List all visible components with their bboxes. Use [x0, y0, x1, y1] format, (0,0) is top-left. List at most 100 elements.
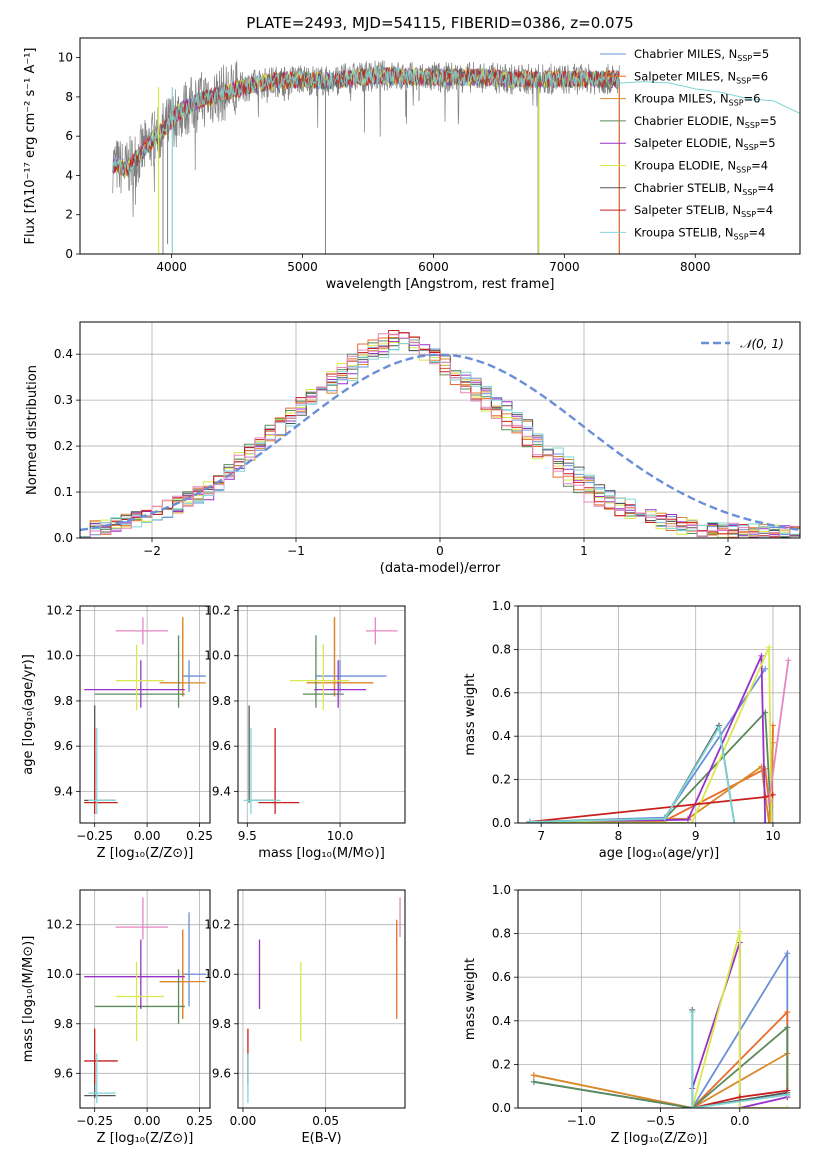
weight-marker-kroupa_elodie — [736, 1105, 743, 1108]
weight-marker-chabrier_elodie — [784, 1024, 791, 1031]
x-axis-label: mass [log₁₀(M/M⊙)] — [258, 846, 385, 861]
y-tick-label: 0.8 — [492, 927, 511, 941]
y-tick-label: 0.2 — [492, 773, 511, 787]
weight-marker-kroupa_stelib — [689, 1009, 696, 1016]
y-tick-label: 10.0 — [204, 649, 231, 663]
model-spectrum-extension — [619, 81, 800, 114]
x-tick-label: 2 — [724, 544, 732, 558]
weight-marker-chabrier_elodie — [530, 1078, 537, 1085]
y-tick-label: 10.2 — [204, 918, 231, 932]
x-tick-label: −0.25 — [76, 829, 113, 843]
x-tick-label: 10.0 — [327, 829, 354, 843]
plot-area — [112, 60, 800, 254]
panel-age_vs_Z: −0.25 0.00 0.25 9.4 9.6 9.8 10.0 10.2 Z [log₁₀(Z… — [21, 604, 213, 861]
plot-area — [247, 897, 401, 1104]
weight-marker-salpeter_elodie — [684, 816, 691, 823]
x-tick-label: 7 — [537, 829, 545, 843]
plot-area — [526, 644, 792, 823]
x-axis-label: Z [log₁₀(Z/Z⊙)] — [97, 1131, 194, 1146]
weight-marker-kroupa_elodie — [768, 820, 775, 823]
y-tick-label: 0.0 — [54, 531, 73, 545]
y-tick-label: 9.6 — [54, 1066, 73, 1080]
weight-line-chabrier_elodie — [529, 710, 773, 823]
x-tick-label: 0.0 — [730, 1114, 749, 1128]
y-tick-label: 0.0 — [492, 816, 511, 830]
y-tick-label: 8 — [65, 90, 73, 104]
x-tick-label: −1 — [287, 544, 305, 558]
y-tick-label: 9.6 — [54, 739, 73, 753]
y-tick-label: 1.0 — [492, 883, 511, 897]
y-tick-label: 0.4 — [492, 1014, 511, 1028]
x-tick-label: 6000 — [418, 260, 449, 274]
legend-entry: Chabrier ELODIE, NSSP=5 — [634, 114, 777, 130]
x-tick-label: 7000 — [549, 260, 580, 274]
y-tick-label: 1.0 — [492, 599, 511, 613]
x-tick-label: 8000 — [680, 260, 711, 274]
y-axis-label: Normed distribution — [25, 365, 40, 495]
y-tick-label: 9.8 — [54, 1017, 73, 1031]
y-axis-label: mass weight — [463, 958, 478, 1040]
x-tick-label: −0.5 — [646, 1114, 675, 1128]
weight-marker-kroupa_stelib — [731, 820, 738, 823]
plot-area — [530, 928, 791, 1108]
y-tick-label: 0.1 — [54, 485, 73, 499]
legend-entry: Kroupa STELIB, NSSP=4 — [634, 225, 765, 241]
x-tick-label: 0.00 — [230, 1114, 257, 1128]
panel-residuals: −2 −1 0 1 2 0.0 0.1 0.2 0.3 0.4 (data-model)/error… — [25, 321, 801, 576]
y-tick-label: 0.2 — [54, 439, 73, 453]
y-tick-label: 0 — [65, 247, 73, 261]
y-tick-label: 10 — [58, 51, 73, 65]
panel-mass_vs_Z: −0.25 0.00 0.25 9.6 9.8 10.0 10.2 Z [log₁₀(Z/Z⊙… — [21, 889, 213, 1146]
weight-marker-salpeter_elodie — [762, 820, 769, 823]
y-tick-label: 0.6 — [492, 970, 511, 984]
y-tick-label: 10.0 — [46, 649, 73, 663]
weight-line-kroupa_stelib — [529, 724, 736, 823]
legend-entry: Chabrier MILES, NSSP=5 — [634, 47, 769, 63]
y-tick-label: 10.0 — [204, 967, 231, 981]
x-axis-label: E(B-V) — [301, 1131, 341, 1146]
panel-weight_vs_age: 7 8 9 10 0.0 0.2 0.4 0.6 0.8 1.0 age [log₁₀(age/yr… — [463, 599, 801, 861]
y-tick-label: 10.2 — [204, 604, 231, 618]
x-axis-label: Z [log₁₀(Z/Z⊙)] — [611, 1131, 708, 1146]
plot-area — [84, 617, 206, 814]
weight-marker-kroupa_stelib — [689, 1105, 696, 1108]
weight-marker-kroupa_miles — [530, 1072, 537, 1079]
y-tick-label: 0.4 — [492, 729, 511, 743]
x-axis-label: Z [log₁₀(Z/Z⊙)] — [97, 846, 194, 861]
y-tick-label: 10.2 — [46, 604, 73, 618]
y-tick-label: 9.4 — [54, 784, 73, 798]
weight-marker-kroupa_stelib — [661, 815, 668, 822]
x-tick-label: −2 — [143, 544, 161, 558]
x-axis-label: wavelength [Angstrom, rest frame] — [326, 277, 555, 292]
weight-marker-salpeter_elodie — [758, 652, 765, 659]
weight-marker-kroupa_elodie — [784, 1105, 791, 1108]
y-tick-label: 0.4 — [54, 347, 73, 361]
y-axis-label: mass [log₁₀(M/M⊙)] — [21, 936, 36, 1063]
panel-age_vs_mass: 9.5 10.0 9.4 9.6 9.8 10.0 10.2 mass [log₁₀(M/M⊙… — [204, 604, 406, 861]
weight-marker-kroupa_stelib — [784, 1091, 791, 1098]
figure-title: PLATE=2493, MJD=54115, FIBERID=0386, z=0… — [246, 14, 633, 32]
axes-frame — [237, 605, 406, 824]
weight-line-pink — [768, 660, 790, 802]
x-tick-label: 0.25 — [186, 1114, 213, 1128]
y-tick-label: 9.6 — [212, 1066, 231, 1080]
plot-area — [243, 617, 398, 814]
y-tick-label: 9.8 — [212, 694, 231, 708]
weight-marker-salpeter_stelib — [762, 793, 769, 800]
model-spectrum-kroupa_stelib — [112, 66, 620, 176]
x-tick-label: 0 — [436, 544, 444, 558]
plot-area — [84, 897, 206, 1104]
y-tick-label: 0.2 — [492, 1057, 511, 1071]
x-tick-label: 0.00 — [134, 829, 161, 843]
weight-marker-pink — [766, 798, 773, 805]
y-axis-label: mass weight — [463, 673, 478, 755]
x-tick-label: 5000 — [287, 260, 318, 274]
y-axis-label: age [log₁₀(age/yr)] — [21, 654, 36, 775]
axes-frame — [79, 37, 801, 255]
x-tick-label: 1 — [580, 544, 588, 558]
weight-marker-kroupa_stelib — [715, 724, 722, 731]
weight-marker-chabrier_miles — [762, 665, 769, 672]
x-tick-label: 9.5 — [238, 829, 257, 843]
legend-entry: Kroupa ELODIE, NSSP=4 — [634, 159, 768, 175]
